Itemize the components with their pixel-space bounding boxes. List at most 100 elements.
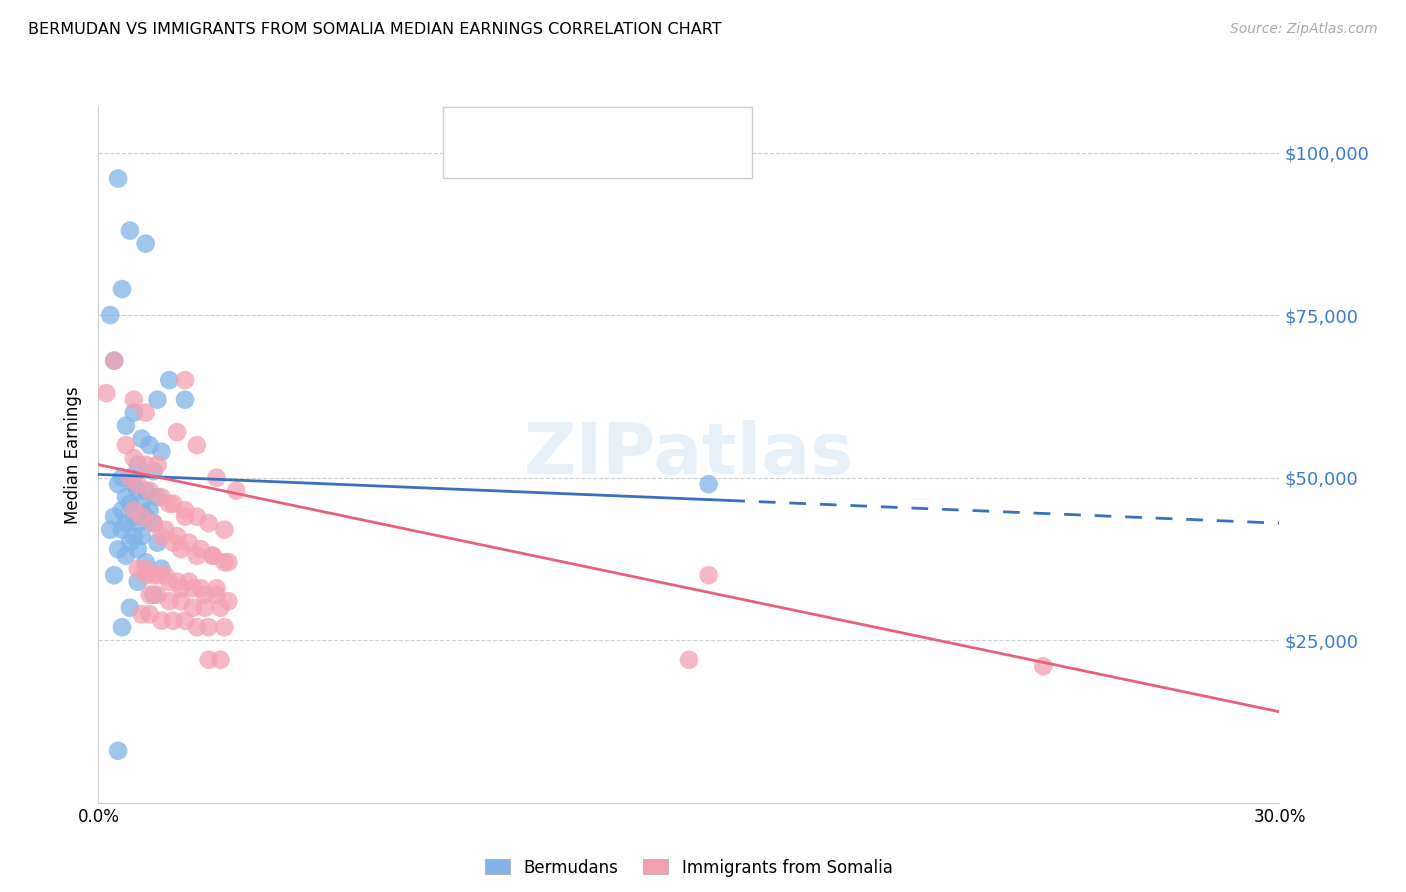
Point bbox=[107, 477, 129, 491]
Legend: Bermudans, Immigrants from Somalia: Bermudans, Immigrants from Somalia bbox=[477, 850, 901, 885]
Point bbox=[131, 529, 153, 543]
Point bbox=[131, 607, 153, 622]
Point bbox=[115, 490, 138, 504]
Point bbox=[138, 588, 160, 602]
Point bbox=[118, 471, 141, 485]
Point bbox=[122, 406, 145, 420]
Point bbox=[127, 542, 149, 557]
Point bbox=[135, 555, 157, 569]
Point bbox=[131, 497, 153, 511]
Point bbox=[111, 620, 134, 634]
Point bbox=[118, 535, 141, 549]
Point bbox=[162, 497, 184, 511]
Point bbox=[131, 509, 153, 524]
Point bbox=[162, 535, 184, 549]
Point bbox=[107, 542, 129, 557]
Point bbox=[142, 588, 165, 602]
Point bbox=[111, 523, 134, 537]
Point bbox=[118, 600, 141, 615]
Text: Source: ZipAtlas.com: Source: ZipAtlas.com bbox=[1230, 22, 1378, 37]
Point bbox=[217, 555, 239, 569]
Point bbox=[118, 471, 141, 485]
Point bbox=[122, 529, 145, 543]
Point bbox=[201, 549, 224, 563]
Point bbox=[197, 620, 219, 634]
Point bbox=[157, 594, 180, 608]
Point bbox=[127, 562, 149, 576]
Point bbox=[174, 509, 197, 524]
Point bbox=[135, 236, 157, 251]
Point bbox=[186, 438, 208, 452]
Point bbox=[186, 509, 208, 524]
Point bbox=[127, 483, 149, 498]
Point bbox=[186, 620, 208, 634]
Point bbox=[157, 574, 180, 589]
Point bbox=[1032, 659, 1054, 673]
Point bbox=[155, 568, 177, 582]
Point bbox=[146, 568, 169, 582]
Point bbox=[122, 509, 145, 524]
Point bbox=[135, 509, 157, 524]
Point bbox=[103, 353, 125, 368]
Point bbox=[127, 574, 149, 589]
Point bbox=[150, 529, 173, 543]
Point bbox=[142, 568, 165, 582]
Point bbox=[205, 581, 228, 595]
Point bbox=[214, 620, 236, 634]
Point bbox=[181, 581, 204, 595]
Point bbox=[138, 483, 160, 498]
Point bbox=[103, 509, 125, 524]
Point bbox=[166, 574, 188, 589]
Point bbox=[142, 464, 165, 478]
Point bbox=[118, 497, 141, 511]
Point bbox=[98, 308, 121, 322]
Point bbox=[127, 516, 149, 531]
Point bbox=[96, 386, 118, 401]
Point bbox=[174, 373, 197, 387]
Point bbox=[135, 568, 157, 582]
Point bbox=[131, 432, 153, 446]
Point bbox=[162, 614, 184, 628]
Text: R = -0.046   N = 52: R = -0.046 N = 52 bbox=[492, 120, 655, 137]
Point bbox=[103, 353, 125, 368]
Point bbox=[186, 549, 208, 563]
Point bbox=[146, 490, 169, 504]
Point bbox=[174, 392, 197, 407]
Point bbox=[177, 574, 200, 589]
Point bbox=[115, 418, 138, 433]
Y-axis label: Median Earnings: Median Earnings bbox=[65, 386, 83, 524]
Point bbox=[122, 392, 145, 407]
Point bbox=[115, 438, 138, 452]
Point bbox=[170, 581, 193, 595]
Point bbox=[122, 451, 145, 466]
Point bbox=[201, 549, 224, 563]
Point bbox=[127, 458, 149, 472]
Point bbox=[177, 535, 200, 549]
Point bbox=[166, 529, 188, 543]
Point bbox=[146, 535, 169, 549]
Point bbox=[142, 516, 165, 531]
Point bbox=[190, 542, 212, 557]
Point bbox=[205, 588, 228, 602]
Point bbox=[138, 607, 160, 622]
Point bbox=[107, 171, 129, 186]
Point bbox=[194, 588, 217, 602]
Point bbox=[214, 523, 236, 537]
Point bbox=[209, 600, 232, 615]
Point bbox=[135, 562, 157, 576]
Point bbox=[225, 483, 247, 498]
Point bbox=[678, 653, 700, 667]
Text: ZIPatlas: ZIPatlas bbox=[524, 420, 853, 490]
Point bbox=[111, 471, 134, 485]
Point bbox=[155, 523, 177, 537]
Point bbox=[194, 600, 217, 615]
Point bbox=[135, 406, 157, 420]
Point bbox=[127, 477, 149, 491]
Point bbox=[138, 503, 160, 517]
Point bbox=[111, 503, 134, 517]
Point bbox=[157, 497, 180, 511]
Point bbox=[150, 444, 173, 458]
Point bbox=[174, 503, 197, 517]
Point bbox=[697, 477, 720, 491]
Point bbox=[150, 614, 173, 628]
